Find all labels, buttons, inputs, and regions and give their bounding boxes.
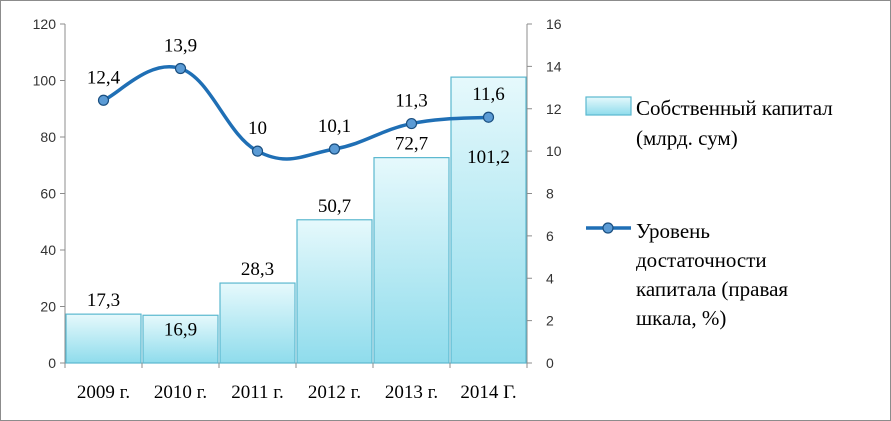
right-tick-label: 10 bbox=[546, 143, 562, 159]
left-tick-label: 80 bbox=[40, 129, 56, 145]
line-point bbox=[482, 111, 495, 123]
legend-swatch-bar bbox=[585, 96, 632, 116]
line-point bbox=[251, 145, 264, 157]
bar bbox=[450, 76, 527, 364]
right-tick-label: 0 bbox=[546, 355, 554, 371]
line-point bbox=[405, 117, 418, 130]
line-path bbox=[101, 64, 491, 161]
legend: Собственный капитал (млрд. сум) Уровень дос… bbox=[585, 96, 833, 330]
legend-label-line: достаточности bbox=[636, 248, 767, 272]
bar bbox=[219, 282, 296, 364]
bar-data-label: 50,7 bbox=[318, 196, 351, 217]
x-category-label: 2013 г. bbox=[385, 382, 438, 403]
axes: 0 20 40 60 80 100 120 0 2 4 6 8 10 12 14 16 2009 г. 2010 … bbox=[33, 16, 562, 403]
right-tick-label: 16 bbox=[546, 16, 562, 32]
line-data-label: 10,1 bbox=[318, 116, 351, 137]
left-tick-label: 100 bbox=[33, 73, 57, 89]
bar-data-label: 72,7 bbox=[395, 134, 428, 155]
legend-label-line: Уровень bbox=[636, 219, 710, 243]
x-category-label: 2012 г. bbox=[308, 382, 361, 403]
bar bbox=[65, 313, 142, 364]
line-data-label: 11,3 bbox=[395, 91, 428, 112]
x-category-label: 2014 Г. bbox=[460, 382, 516, 403]
x-category-label: 2010 г. bbox=[154, 382, 207, 403]
line-data-label: 12,4 bbox=[87, 67, 121, 88]
right-tick-label: 8 bbox=[546, 186, 554, 202]
legend-label-line: шкала, %) bbox=[636, 306, 726, 330]
left-tick-label: 0 bbox=[48, 355, 56, 371]
line-data-label: 11,6 bbox=[472, 84, 505, 105]
line-data-label: 13,9 bbox=[164, 35, 197, 56]
bar-data-label: 28,3 bbox=[241, 259, 274, 280]
right-tick-label: 14 bbox=[546, 58, 562, 74]
legend-label-line: капитала (правая bbox=[636, 277, 788, 301]
left-tick-label: 60 bbox=[40, 186, 56, 202]
right-tick-label: 12 bbox=[546, 101, 562, 117]
x-category-label: 2009 г. bbox=[77, 382, 130, 403]
bar bbox=[373, 157, 450, 364]
legend-marker bbox=[602, 222, 614, 234]
right-tick-label: 2 bbox=[546, 313, 554, 329]
x-category-label: 2011 г. bbox=[231, 382, 283, 403]
bar-data-label: 101,2 bbox=[467, 147, 510, 168]
left-tick-label: 120 bbox=[33, 16, 57, 32]
line-point bbox=[97, 94, 110, 106]
bar bbox=[142, 314, 219, 364]
bar bbox=[296, 219, 373, 364]
bar-data-label: 17,3 bbox=[87, 290, 120, 311]
bar-data-label: 16,9 bbox=[164, 319, 197, 340]
bar-series bbox=[65, 76, 527, 364]
data-labels: 17,3 16,9 28,3 50,7 72,7 101,2 12,4 13,9 10 10,1 1… bbox=[87, 35, 510, 340]
line-series bbox=[97, 62, 495, 161]
line-point bbox=[328, 143, 341, 155]
line-point bbox=[174, 62, 187, 75]
legend-label-bar: (млрд. сум) bbox=[636, 126, 738, 150]
left-tick-label: 40 bbox=[40, 242, 56, 258]
line-data-label: 10 bbox=[248, 118, 267, 139]
right-tick-label: 4 bbox=[546, 270, 554, 286]
right-tick-label: 6 bbox=[546, 228, 554, 244]
legend-label-bar: Собственный капитал bbox=[636, 96, 833, 120]
left-tick-label: 20 bbox=[40, 299, 56, 315]
